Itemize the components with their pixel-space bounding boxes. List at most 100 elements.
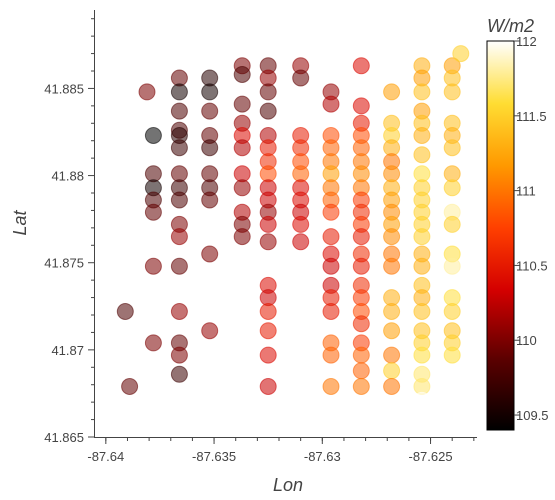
data-point <box>413 346 431 364</box>
data-point <box>383 257 401 275</box>
data-point <box>322 346 340 364</box>
data-point <box>144 257 162 275</box>
data-point <box>413 391 431 409</box>
data-point <box>233 179 251 197</box>
colorbar-tick-label: 112 <box>516 34 537 49</box>
data-point <box>233 228 251 246</box>
data-point <box>144 203 162 221</box>
colorbar-gradient <box>486 40 515 431</box>
data-point <box>413 303 431 320</box>
y-axis: 41.865 41.87 41.875 41.88 41.885 <box>44 10 95 445</box>
data-point <box>383 346 401 364</box>
data-point <box>259 233 277 251</box>
data-point <box>352 228 370 246</box>
data-point <box>383 362 401 380</box>
data-point <box>322 378 340 395</box>
data-point <box>383 378 401 395</box>
data-point <box>170 83 188 101</box>
data-point <box>322 95 340 113</box>
data-point <box>443 139 461 157</box>
x-tick-label: -87.63 <box>304 449 341 464</box>
data-point <box>322 203 340 221</box>
data-point <box>322 228 340 246</box>
data-point <box>352 57 370 75</box>
y-tick-label: 41.885 <box>44 81 84 96</box>
data-point <box>383 322 401 340</box>
data-point <box>443 303 461 320</box>
data-point <box>292 215 310 233</box>
data-point <box>452 45 470 63</box>
y-tick-label: 41.88 <box>51 169 84 184</box>
x-axis: -87.64 -87.635 -87.63 -87.625 <box>87 437 477 464</box>
data-point <box>201 102 219 120</box>
data-point <box>259 83 277 101</box>
data-point <box>352 346 370 364</box>
data-point <box>292 233 310 251</box>
data-point <box>322 257 340 275</box>
data-point <box>413 83 431 101</box>
x-axis-title: Lon <box>273 475 303 495</box>
data-point <box>443 179 461 197</box>
data-point <box>413 257 431 275</box>
data-point <box>170 365 188 383</box>
data-points <box>116 45 470 409</box>
x-tick-label: -87.625 <box>408 449 452 464</box>
data-point <box>352 257 370 275</box>
data-point <box>352 97 370 115</box>
data-point <box>383 83 401 101</box>
data-point <box>443 257 461 275</box>
y-tick-label: 41.87 <box>51 343 84 358</box>
data-point <box>413 228 431 246</box>
data-point <box>259 102 277 120</box>
data-point <box>259 378 277 395</box>
data-point <box>144 127 162 144</box>
data-point <box>201 191 219 209</box>
data-point <box>292 69 310 87</box>
colorbar-title: W/m2 <box>487 16 534 36</box>
data-point <box>352 378 370 395</box>
colorbar-tick-label: 111.5 <box>516 109 547 124</box>
data-point <box>144 334 162 352</box>
colorbar-tick-label: 110 <box>516 333 537 348</box>
data-point <box>138 83 156 101</box>
data-point <box>170 139 188 157</box>
data-point <box>170 102 188 120</box>
data-point <box>443 346 461 364</box>
data-point <box>259 215 277 233</box>
colorbar-tick-label: 109.5 <box>516 408 549 423</box>
data-point <box>170 257 188 275</box>
data-point <box>259 303 277 320</box>
data-point <box>121 378 139 395</box>
data-point <box>201 322 219 340</box>
colorbar-tick-label: 111 <box>516 184 536 199</box>
data-point <box>413 127 431 144</box>
data-point <box>322 303 340 320</box>
data-point <box>201 83 219 101</box>
data-point <box>201 139 219 157</box>
data-point <box>383 228 401 246</box>
y-axis-title: Lat <box>10 209 30 235</box>
data-point <box>233 66 251 83</box>
y-tick-label: 41.875 <box>44 256 84 271</box>
data-point <box>259 346 277 364</box>
data-point <box>383 303 401 320</box>
x-tick-label: -87.635 <box>192 449 236 464</box>
data-point <box>233 95 251 113</box>
data-point <box>170 228 188 246</box>
data-point <box>413 146 431 164</box>
colorbar-tick-label: 110.5 <box>516 258 548 273</box>
data-point <box>116 303 134 320</box>
colorbar: W/m2 109.5 110 110.5 111 111.5 112 <box>486 16 549 431</box>
data-point <box>443 83 461 101</box>
data-point <box>201 245 219 263</box>
data-point <box>170 346 188 364</box>
data-point <box>352 362 370 380</box>
data-point <box>259 322 277 340</box>
x-tick-label: -87.64 <box>87 449 124 464</box>
y-tick-label: 41.865 <box>44 430 84 445</box>
data-point <box>352 315 370 333</box>
data-point <box>443 215 461 233</box>
data-point <box>170 191 188 209</box>
data-point <box>170 303 188 320</box>
